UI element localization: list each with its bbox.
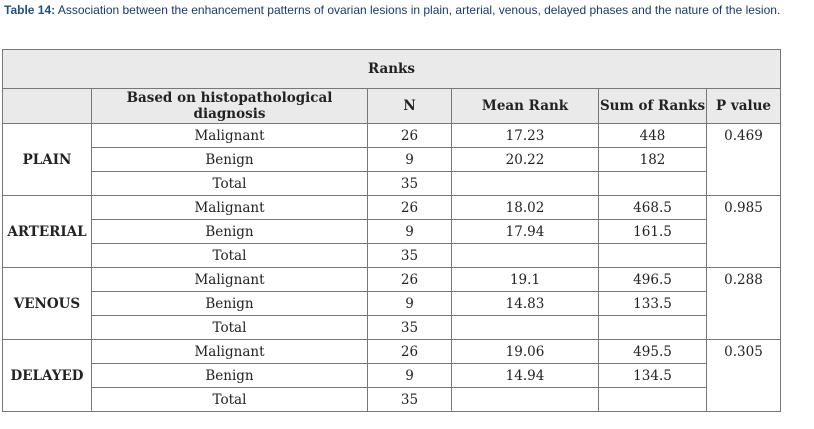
n-cell: 9 xyxy=(367,219,452,244)
group-cell: Malignant xyxy=(91,195,368,220)
group-cell: Malignant xyxy=(91,339,368,364)
caption-text: Association between the enhancement patt… xyxy=(55,3,781,17)
table-row: DELAYED Malignant 26 19.06 495.5 0.305 xyxy=(2,339,781,412)
mean-rank-cell: 14.94 xyxy=(451,363,599,388)
phase-label-venous: VENOUS xyxy=(2,267,92,340)
table-caption: Table 14: Association between the enhanc… xyxy=(4,3,804,17)
mean-rank-cell: 17.23 xyxy=(451,123,599,148)
n-cell: 35 xyxy=(367,315,452,340)
mean-rank-cell: 18.02 xyxy=(451,195,599,220)
sum-ranks-cell: 134.5 xyxy=(598,363,707,388)
table-row: VENOUS Malignant 26 19.1 496.5 0.288 xyxy=(2,267,781,340)
group-cell: Benign xyxy=(91,219,368,244)
mean-rank-cell: 19.06 xyxy=(451,339,599,364)
table-row: Benign 9 14.83 133.5 xyxy=(3,291,781,316)
group-cell: Total xyxy=(91,171,368,196)
p-value-venous: 0.288 xyxy=(706,267,781,292)
p-value-empty-cell xyxy=(706,243,781,268)
table-row: ARTERIAL Malignant 26 18.02 468.5 0.985 xyxy=(2,195,781,268)
group-cell: Benign xyxy=(91,147,368,172)
table-row: Benign 9 17.94 161.5 xyxy=(3,219,781,244)
table-row: Benign 9 14.94 134.5 xyxy=(3,363,781,388)
sum-ranks-cell xyxy=(598,387,707,412)
sum-ranks-cell xyxy=(598,243,707,268)
sum-ranks-cell xyxy=(598,315,707,340)
group-cell: Benign xyxy=(91,363,368,388)
table-row: Total 35 xyxy=(3,387,781,412)
table-row: Total 35 xyxy=(3,243,781,268)
header-p-value: P value xyxy=(706,88,781,124)
n-cell: 35 xyxy=(367,243,452,268)
header-empty-cell xyxy=(2,88,92,124)
mean-rank-cell xyxy=(451,171,599,196)
phase-label-plain: PLAIN xyxy=(2,123,92,196)
n-cell: 26 xyxy=(367,267,452,292)
group-cell: Total xyxy=(91,387,368,412)
mean-rank-cell: 17.94 xyxy=(451,219,599,244)
mean-rank-cell: 20.22 xyxy=(451,147,599,172)
mean-rank-cell: 14.83 xyxy=(451,291,599,316)
mean-rank-cell xyxy=(451,315,599,340)
super-header-row: Ranks xyxy=(2,49,781,89)
phase-label-arterial: ARTERIAL xyxy=(2,195,92,268)
group-cell: Total xyxy=(91,315,368,340)
p-value-delayed: 0.305 xyxy=(706,339,781,364)
sum-ranks-cell: 182 xyxy=(598,147,707,172)
n-cell: 26 xyxy=(367,339,452,364)
group-cell: Malignant xyxy=(91,123,368,148)
sum-ranks-cell: 495.5 xyxy=(598,339,707,364)
p-value-plain: 0.469 xyxy=(706,123,781,148)
phase-label-delayed: DELAYED xyxy=(2,339,92,412)
sum-ranks-cell: 468.5 xyxy=(598,195,707,220)
table-row: PLAIN Malignant 26 17.23 448 0.469 xyxy=(2,123,781,196)
sum-ranks-cell: 496.5 xyxy=(598,267,707,292)
n-cell: 9 xyxy=(367,363,452,388)
mean-rank-cell: 19.1 xyxy=(451,267,599,292)
header-basis: Based on histopathological diagnosis xyxy=(91,88,368,124)
table-row: Total 35 xyxy=(3,315,781,340)
n-cell: 35 xyxy=(367,171,452,196)
table-row: Benign 9 20.22 182 xyxy=(3,147,781,172)
p-value-empty-cell xyxy=(706,291,781,316)
sum-ranks-cell: 161.5 xyxy=(598,219,707,244)
header-mean-rank: Mean Rank xyxy=(451,88,599,124)
group-cell: Total xyxy=(91,243,368,268)
ranks-table: Ranks Based on histopathological diagnos… xyxy=(2,49,781,412)
header-sum-ranks: Sum of Ranks xyxy=(598,88,707,124)
header-n: N xyxy=(367,88,452,124)
n-cell: 26 xyxy=(367,123,452,148)
p-value-empty-cell xyxy=(706,363,781,388)
sum-ranks-cell xyxy=(598,171,707,196)
p-value-empty-cell xyxy=(706,315,781,340)
group-cell: Benign xyxy=(91,291,368,316)
table-row: Total 35 xyxy=(3,171,781,196)
p-value-arterial: 0.985 xyxy=(706,195,781,220)
caption-label: Table 14: xyxy=(4,3,56,17)
n-cell: 35 xyxy=(367,387,452,412)
sum-ranks-cell: 133.5 xyxy=(598,291,707,316)
column-header-row: Based on histopathological diagnosis N M… xyxy=(2,88,781,124)
group-cell: Malignant xyxy=(91,267,368,292)
super-header-ranks: Ranks xyxy=(2,49,781,89)
mean-rank-cell xyxy=(451,387,599,412)
n-cell: 9 xyxy=(367,291,452,316)
sum-ranks-cell: 448 xyxy=(598,123,707,148)
mean-rank-cell xyxy=(451,243,599,268)
n-cell: 26 xyxy=(367,195,452,220)
n-cell: 9 xyxy=(367,147,452,172)
p-value-empty-cell xyxy=(706,171,781,196)
p-value-empty-cell xyxy=(706,387,781,412)
p-value-empty-cell xyxy=(706,219,781,244)
p-value-empty-cell xyxy=(706,147,781,172)
